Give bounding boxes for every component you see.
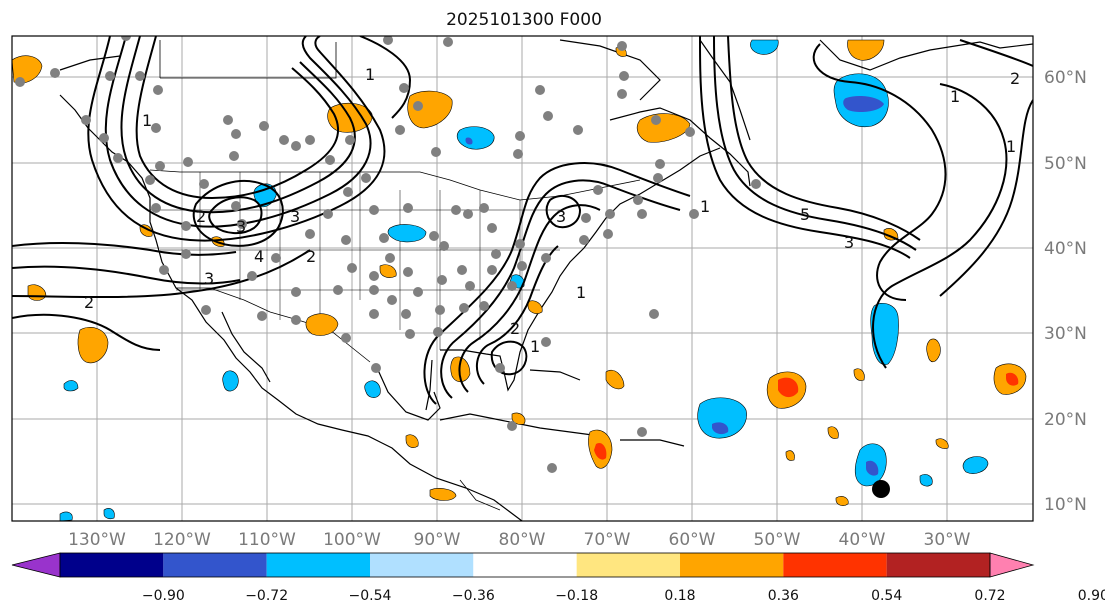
colorbar-tick-label: −0.36 (452, 588, 495, 604)
contour-label: 3 (204, 269, 214, 288)
lon-label: 30°W (924, 530, 971, 550)
colorbar-cell (783, 553, 887, 577)
contour-label: 3 (290, 207, 300, 226)
colorbar-min-extension (11, 552, 61, 578)
lat-label: 60°N (1044, 68, 1087, 88)
colorbar-cell (576, 553, 680, 577)
lon-label: 130°W (68, 530, 126, 550)
contour-label: 1 (530, 337, 540, 356)
lon-label: 60°W (669, 530, 716, 550)
contour-label: 2 (196, 207, 206, 226)
contour-label: 3 (236, 217, 246, 236)
colorbar-tick-label: 0.54 (871, 588, 902, 604)
lat-label: 30°N (1044, 324, 1087, 344)
negative-anomaly-cores (465, 96, 884, 476)
colorbar-cell (680, 553, 784, 577)
lon-label: 120°W (153, 530, 211, 550)
map-frame (11, 35, 1034, 522)
contour-label: 1 (1006, 137, 1016, 156)
colorbar-cell (266, 553, 370, 577)
map-title: 2025101300 F000 (446, 10, 602, 30)
contour-label: 2 (306, 247, 316, 266)
contour-label: 2 (510, 319, 520, 338)
contour-label: 4 (254, 247, 264, 266)
contour-label: 1 (142, 111, 152, 130)
colorbar-tick-label: −0.18 (555, 588, 598, 604)
storm-position-marker (872, 480, 890, 498)
lon-label: 80°W (499, 530, 546, 550)
lat-label: 40°N (1044, 239, 1087, 259)
colorbar-tick-label: −0.54 (349, 588, 392, 604)
contour-lines (12, 36, 1033, 405)
contour-label: 3 (844, 233, 854, 252)
colorbar-cell (886, 553, 990, 577)
lon-label: 50°W (754, 530, 801, 550)
borders (149, 40, 641, 511)
lon-label: 100°W (323, 530, 381, 550)
colorbar-tick-label: 0.72 (974, 588, 1005, 604)
lon-label: 70°W (584, 530, 631, 550)
colorbar-tick-label: 0.90 (1078, 588, 1105, 604)
lon-label: 40°W (839, 530, 886, 550)
colorbar-tick-label: −0.90 (142, 588, 185, 604)
colorbar: −0.90 −0.72 −0.54 −0.36 −0.18 0.18 0.36 0.54 0.7… (11, 552, 1105, 604)
station-markers (15, 36, 761, 473)
lon-label: 110°W (238, 530, 296, 550)
latitude-labels: 60°N 50°N 40°N 30°N 20°N 10°N (1044, 68, 1087, 515)
colorbar-cell (60, 553, 164, 577)
contour-label: 5 (800, 205, 810, 224)
lat-label: 20°N (1044, 410, 1087, 430)
positive-anomaly-cores (594, 372, 1019, 460)
longitude-labels: 130°W 120°W 110°W 100°W 90°W 80°W 70°W 6… (68, 530, 971, 550)
lat-label: 50°N (1044, 154, 1087, 174)
contour-label: 1 (950, 87, 960, 106)
contour-label: 2 (84, 293, 94, 312)
colorbar-cell (370, 553, 474, 577)
contour-label-group: 1 1 2 3 2 3 4 3 2 3 1 1 2 1 5 3 1 1 2 (84, 65, 1020, 356)
contour-label: 2 (1010, 69, 1020, 88)
contour-label: 3 (556, 207, 566, 226)
colorbar-outline (59, 552, 991, 578)
contour-label: 1 (576, 283, 586, 302)
colorbar-cell (163, 553, 267, 577)
lat-label: 10°N (1044, 495, 1087, 515)
colorbar-tick-label: 0.18 (664, 588, 695, 604)
contour-label: 1 (365, 65, 375, 84)
lon-label: 90°W (414, 530, 461, 550)
colorbar-max-extension (989, 552, 1035, 578)
colorbar-tick-label: −0.72 (245, 588, 288, 604)
colorbar-cell (473, 553, 577, 577)
contour-label: 1 (700, 197, 710, 216)
colorbar-tick-label: 0.36 (768, 588, 799, 604)
